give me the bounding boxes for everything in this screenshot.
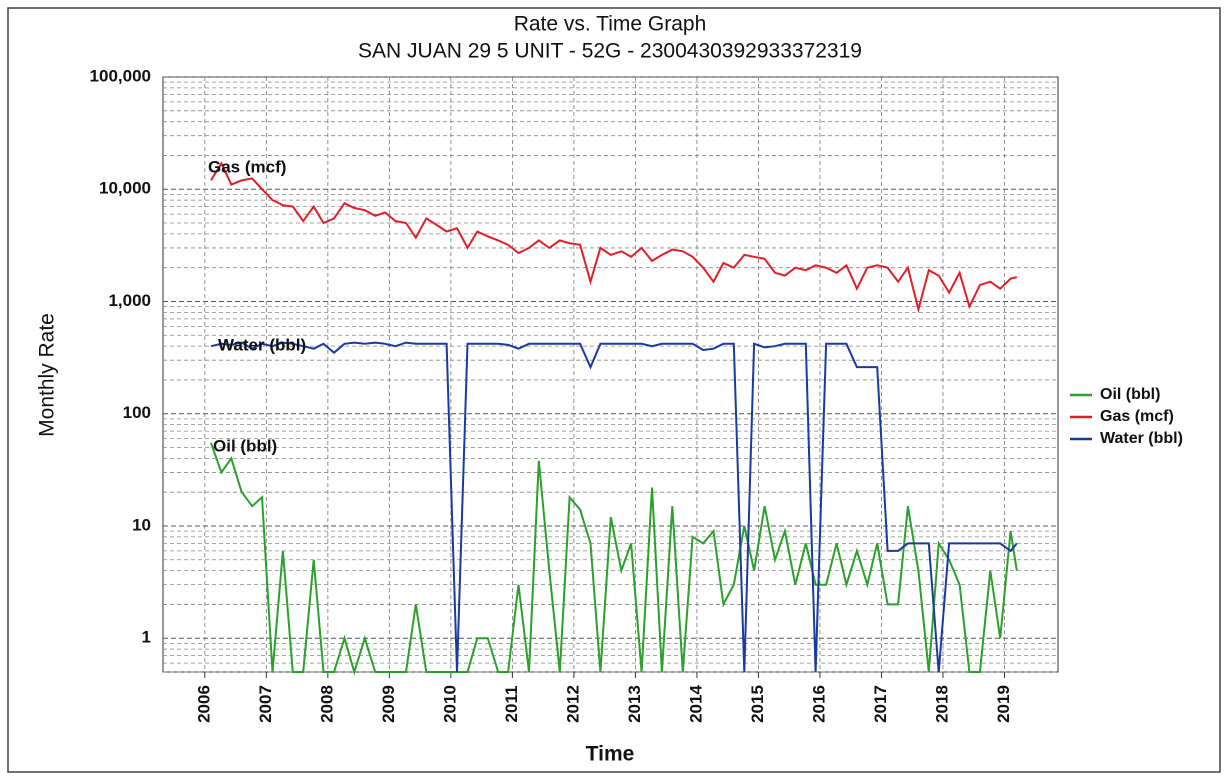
series-line — [210, 442, 1018, 676]
y-tick-label: 10 — [132, 515, 151, 534]
x-tick-label: 2010 — [440, 685, 459, 723]
y-tick-label: 100,000 — [90, 66, 151, 85]
x-axis-label: Time — [586, 743, 635, 766]
y-tick-label: 100 — [123, 403, 151, 422]
y-tick-label: 1 — [142, 628, 151, 647]
y-tick-label: 10,000 — [99, 179, 151, 198]
series-line — [210, 161, 1018, 314]
chart-title: Rate vs. Time Graph — [514, 13, 707, 36]
series-annotation: Oil (bbl) — [213, 436, 277, 455]
x-tick-label: 2009 — [379, 685, 398, 723]
x-tick-label: 2017 — [871, 685, 890, 723]
legend-label: Gas (mcf) — [1100, 408, 1174, 425]
y-axis-label: Monthly Rate — [36, 313, 59, 437]
series-annotation: Gas (mcf) — [208, 157, 286, 176]
x-tick-label: 2008 — [317, 685, 336, 723]
legend-label: Oil (bbl) — [1100, 386, 1160, 403]
x-tick-label: 2014 — [686, 685, 705, 723]
x-tick-label: 2018 — [932, 685, 951, 723]
x-tick-label: 2016 — [809, 685, 828, 723]
x-tick-label: 2007 — [256, 685, 275, 723]
x-tick-label: 2006 — [194, 685, 213, 723]
chart-subtitle: SAN JUAN 29 5 UNIT - 52G - 2300430392933… — [358, 40, 862, 63]
series-annotation: Water (bbl) — [218, 335, 306, 354]
legend-label: Water (bbl) — [1100, 430, 1183, 447]
x-tick-label: 2019 — [994, 685, 1013, 723]
x-tick-label: 2015 — [748, 685, 767, 723]
x-tick-label: 2011 — [502, 686, 521, 723]
plot-area — [162, 76, 1059, 673]
x-tick-label: 2013 — [625, 685, 644, 723]
series-line — [210, 341, 1018, 673]
y-tick-label: 1,000 — [108, 291, 151, 310]
x-tick-label: 2012 — [563, 685, 582, 723]
